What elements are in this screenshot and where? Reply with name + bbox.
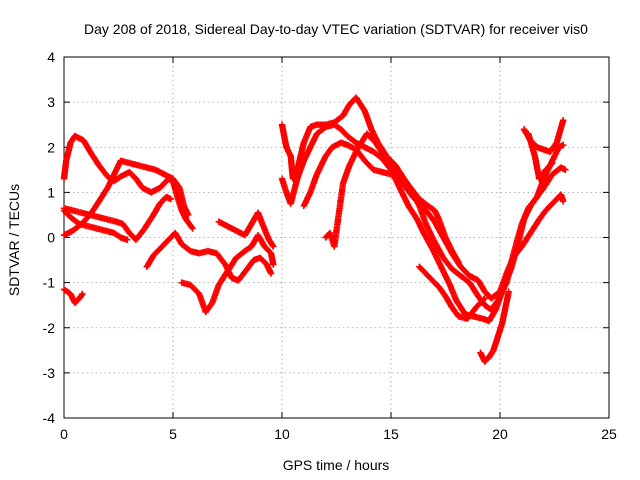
data-point	[267, 270, 275, 277]
data-point	[548, 161, 555, 168]
y-axis-label: SDTVAR / TECUs	[6, 184, 22, 296]
series-track-7	[178, 232, 277, 316]
x-axis-label: GPS time / hours	[283, 457, 390, 473]
data-point	[562, 166, 569, 173]
y-tick-label: -2	[43, 320, 56, 336]
y-tick-label: 2	[47, 139, 55, 155]
series-track-16	[525, 130, 556, 182]
data-point	[185, 211, 192, 219]
data-point	[549, 159, 556, 167]
x-tick-label: 5	[169, 426, 177, 442]
x-tick-label: 15	[383, 426, 399, 442]
axis-ticks	[63, 56, 610, 419]
data-marks	[60, 94, 569, 365]
y-tick-label: 0	[47, 230, 55, 246]
y-tick-label: 4	[47, 49, 55, 65]
data-point	[560, 141, 567, 149]
data-point	[505, 288, 512, 295]
series-track-6	[143, 229, 275, 284]
data-point	[124, 236, 131, 243]
x-tick-label: 20	[492, 426, 508, 442]
data-point	[189, 225, 196, 232]
series-track-5	[60, 286, 86, 307]
series-track-4	[60, 207, 131, 243]
series-track-8	[215, 209, 277, 250]
y-tick-labels: -4 -3 -2 -1 0 1 2 3 4	[43, 49, 56, 426]
y-tick-label: 3	[47, 94, 55, 110]
y-tick-label: 1	[47, 184, 55, 200]
x-tick-label: 0	[60, 426, 68, 442]
y-tick-label: -4	[43, 410, 56, 426]
series-track-12	[322, 130, 462, 266]
data-point	[270, 243, 277, 250]
data-point	[188, 224, 195, 231]
data-point	[560, 117, 567, 124]
data-point	[455, 259, 462, 266]
data-point	[78, 291, 85, 299]
chart-title: Day 208 of 2018, Sidereal Day-to-day VTE…	[84, 21, 588, 37]
data-point	[480, 296, 487, 303]
series-track-10	[278, 121, 567, 325]
series-track-14	[477, 288, 512, 365]
x-tick-label: 25	[601, 426, 617, 442]
y-tick-label: -3	[43, 365, 56, 381]
data-point	[79, 290, 86, 298]
x-tick-label: 10	[274, 426, 290, 442]
data-point	[481, 295, 488, 302]
data-point	[560, 198, 567, 205]
series-track-2	[60, 157, 192, 239]
series-track-11	[300, 139, 567, 302]
y-tick-label: -1	[43, 275, 56, 291]
data-point	[270, 261, 277, 268]
series-track-13	[416, 263, 488, 322]
data-point	[167, 195, 174, 203]
x-tick-labels: 0 5 10 15 20 25	[60, 426, 617, 442]
series-track-3	[60, 193, 174, 243]
